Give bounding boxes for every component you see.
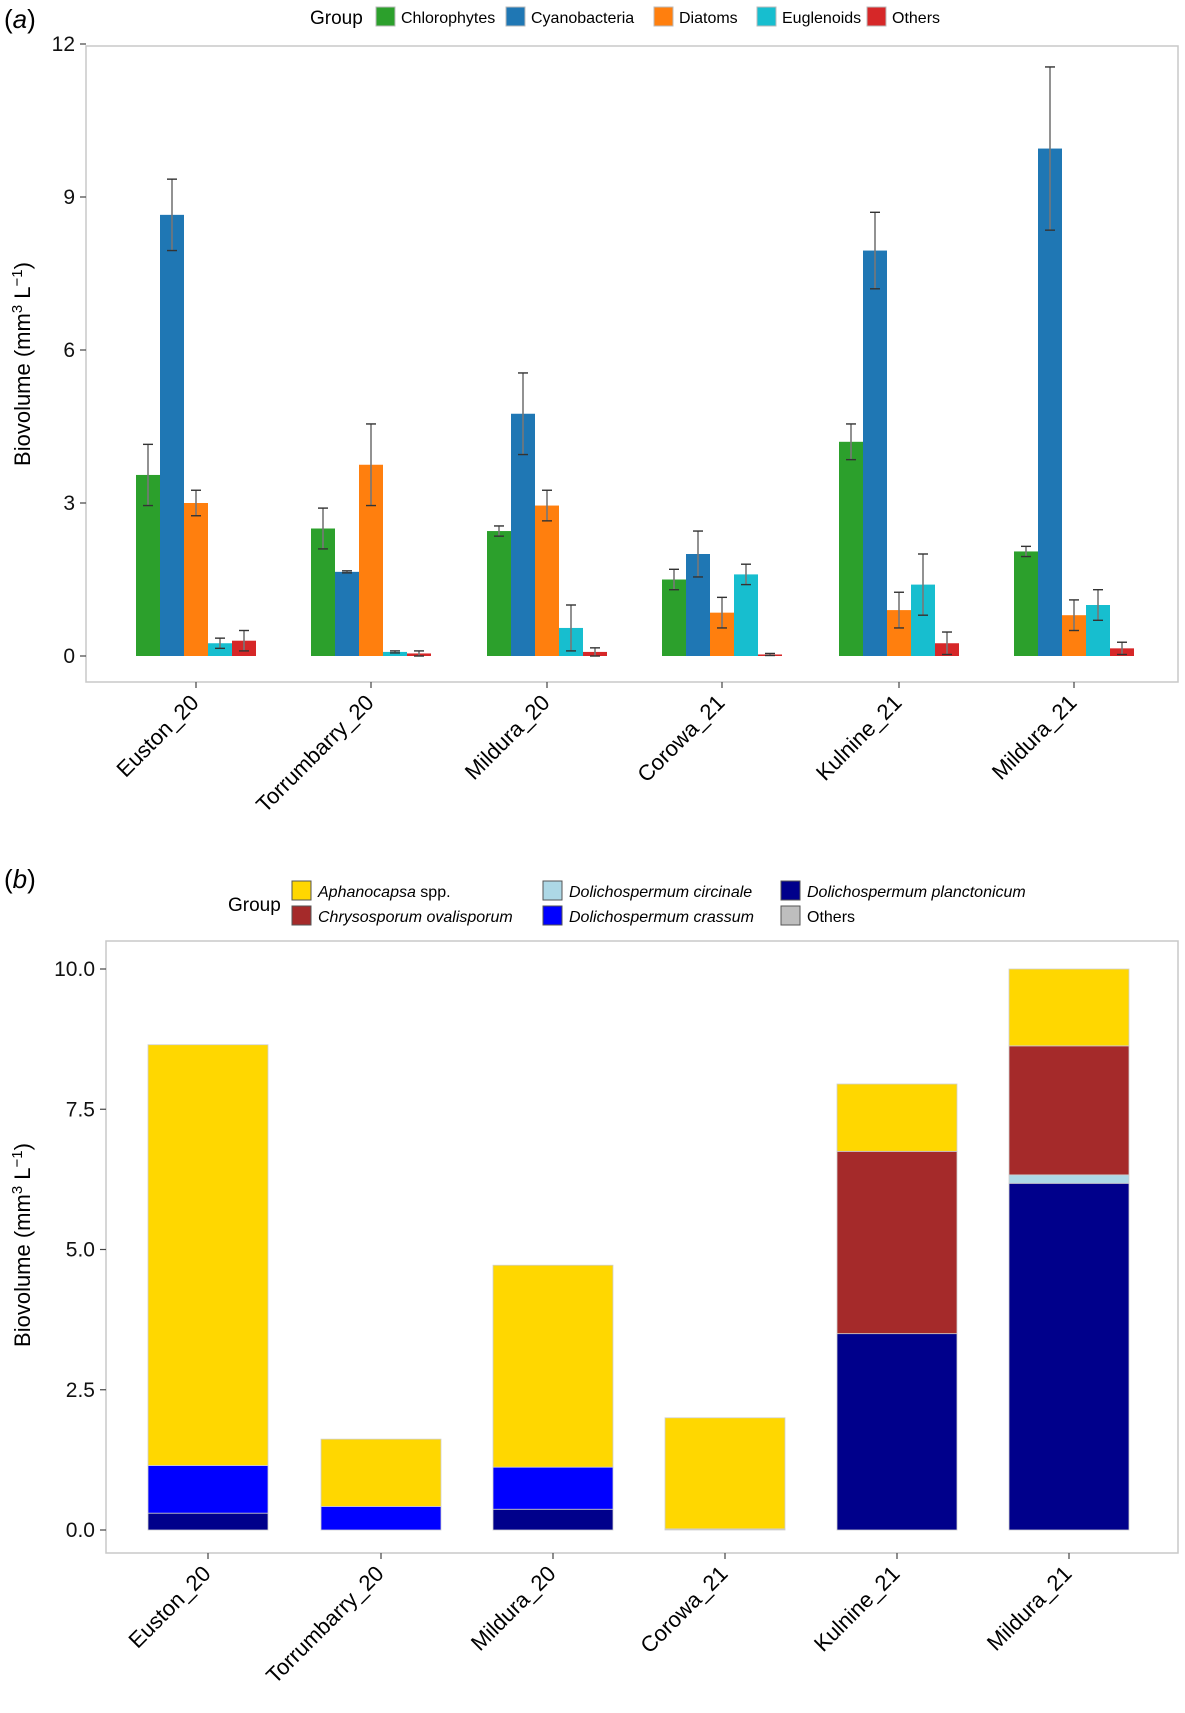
bar-a-corowa-21-chlorophytes xyxy=(662,579,686,656)
legend-a-swatch-chlorophytes xyxy=(375,6,396,27)
bar-b-euston-20-dolichospermum-crassum xyxy=(147,1465,269,1514)
legend-a-swatch-euglenoids xyxy=(756,6,777,27)
bar-b-kulnine-21-chrysosporum-ovalisporum xyxy=(836,1150,958,1335)
bar-b-euston-20-aphanocapsa-spp xyxy=(147,1044,269,1466)
ytick-label-a: 6 xyxy=(63,339,75,362)
legend-b-label-others: Others xyxy=(807,909,855,926)
legend-a-label-others: Others xyxy=(892,10,940,27)
category-b-mildura-21: Mildura_21 xyxy=(982,1561,1077,1656)
panel-a: (a) Group Chlorophytes Cyanobacteria Diato… xyxy=(4,4,1179,817)
ytick-label-a: 3 xyxy=(63,492,75,515)
panel-b: (b) Group Aphanocapsa spp. Chrysosporum o… xyxy=(4,864,1179,1688)
categories-a: Euston_20 Torrumbarry_20 Mildura_20 Corowa_… xyxy=(111,690,1081,817)
legend-b-swatch-dolichospermum-planctonicum xyxy=(780,880,801,901)
ylabel-b: Biovolume (mm3 L−1) xyxy=(9,1143,35,1347)
legend-a-label-euglenoids: Euglenoids xyxy=(782,10,861,27)
legend-b: Aphanocapsa spp. Chrysosporum ovalisporum… xyxy=(291,880,1026,926)
ytick-label-b: 2.5 xyxy=(66,1379,95,1402)
category-b-mildura-20: Mildura_20 xyxy=(466,1561,561,1656)
category-b-kulnine-21: Kulnine_21 xyxy=(809,1561,905,1657)
bar-a-euston-20-diatoms xyxy=(184,503,208,656)
ytick-label-b: 5.0 xyxy=(66,1239,95,1262)
bar-b-mildura-21-chrysosporum-ovalisporum xyxy=(1008,1045,1130,1176)
bar-a-torrumbarry-20-euglenoids xyxy=(383,651,407,656)
legend-b-label-dolichospermum-crassum: Dolichospermum crassum xyxy=(569,909,754,926)
legend-b-swatch-aphanocapsa xyxy=(291,880,312,901)
axis-b: 0.0 2.5 5.0 7.5 10.0 xyxy=(54,958,1070,1559)
legend-a-swatch-others xyxy=(866,6,887,27)
legend-b-label-chrysosporum-ovalisporum: Chrysosporum ovalisporum xyxy=(318,909,513,926)
bar-a-mildura-20-diatoms xyxy=(535,505,559,656)
bar-b-kulnine-21-aphanocapsa-spp xyxy=(836,1083,958,1152)
panel-a-label: (a) xyxy=(4,4,36,34)
bar-a-kulnine-21-cyanobacteria xyxy=(863,250,887,657)
bar-b-torrumbarry-20-dolichospermum-crassum xyxy=(320,1506,442,1531)
category-a-corowa-21: Corowa_21 xyxy=(632,690,729,787)
ytick-label-b: 7.5 xyxy=(66,1098,95,1121)
bar-b-torrumbarry-20-aphanocapsa-spp xyxy=(320,1438,442,1507)
legend-b-title: Group xyxy=(228,895,281,916)
bar-b-mildura-20-dolichospermum-crassum xyxy=(492,1466,614,1510)
legend-b-swatch-others xyxy=(780,905,801,926)
bar-a-kulnine-21-chlorophytes xyxy=(839,441,863,656)
panel-b-label: (b) xyxy=(4,864,36,894)
legend-a-title: Group xyxy=(310,8,363,29)
category-a-euston-20: Euston_20 xyxy=(111,690,203,782)
bars-b xyxy=(147,968,1130,1531)
bar-a-mildura-21-cyanobacteria xyxy=(1038,148,1062,657)
bar-a-torrumbarry-20-cyanobacteria xyxy=(335,571,359,656)
ytick-label-b: 10.0 xyxy=(54,958,95,981)
bar-a-corowa-21-euglenoids xyxy=(734,574,758,656)
ylabel-a: Biovolume (mm3 L−1) xyxy=(9,262,35,466)
ytick-label-a: 0 xyxy=(63,645,75,668)
legend-b-swatch-dolichospermum-crassum xyxy=(542,905,563,926)
bar-b-mildura-21-dolichospermum-planctonicum xyxy=(1008,1182,1130,1531)
legend-a-swatch-cyanobacteria xyxy=(505,6,526,27)
ytick-label-a: 12 xyxy=(52,33,75,56)
category-a-torrumbarry-20: Torrumbarry_20 xyxy=(251,690,378,817)
legend-a-label-cyanobacteria: Cyanobacteria xyxy=(531,10,634,27)
bar-b-kulnine-21-dolichospermum-planctonicum xyxy=(836,1333,958,1531)
ytick-label-b: 0.0 xyxy=(66,1519,95,1542)
bar-b-mildura-21-aphanocapsa-spp xyxy=(1008,968,1130,1047)
category-b-euston-20: Euston_20 xyxy=(123,1561,215,1653)
categories-b: Euston_20 Torrumbarry_20 Mildura_20 Corowa_… xyxy=(123,1561,1076,1688)
bar-a-euston-20-euglenoids xyxy=(208,643,232,656)
axis-a: 0 3 6 9 12 xyxy=(52,33,1075,688)
legend-a-label-diatoms: Diatoms xyxy=(679,10,738,27)
bar-b-mildura-20-dolichospermum-planctonicum xyxy=(492,1508,614,1531)
legend-b-swatch-chrysosporum-ovalisporum xyxy=(291,905,312,926)
category-a-kulnine-21: Kulnine_21 xyxy=(811,690,907,786)
legend-a-swatch-diatoms xyxy=(653,6,674,27)
plot-b-frame xyxy=(105,940,1179,1554)
category-a-mildura-20: Mildura_20 xyxy=(460,690,555,785)
legend-b-swatch-dolichospermum-circinale xyxy=(542,880,563,901)
bar-a-torrumbarry-20-chlorophytes xyxy=(311,528,335,656)
bar-b-corowa-21-aphanocapsa-spp xyxy=(664,1417,786,1530)
bars-a xyxy=(136,66,1134,657)
ytick-label-a: 9 xyxy=(63,186,75,209)
bar-a-mildura-20-chlorophytes xyxy=(487,531,511,656)
bar-b-mildura-21-dolichospermum-circinale xyxy=(1008,1174,1130,1184)
legend-a-label-chlorophytes: Chlorophytes xyxy=(401,10,495,27)
bar-b-mildura-20-aphanocapsa-spp xyxy=(492,1264,614,1468)
bar-a-euston-20-cyanobacteria xyxy=(160,214,184,656)
legend-b-label-dolichospermum-planctonicum: Dolichospermum planctonicum xyxy=(807,884,1026,901)
category-b-corowa-21: Corowa_21 xyxy=(635,1561,732,1658)
bar-b-euston-20-dolichospermum-planctonicum xyxy=(147,1512,269,1531)
legend-b-label-dolichospermum-circinale: Dolichospermum circinale xyxy=(569,884,752,901)
plot-a-frame xyxy=(85,45,1179,683)
bar-a-mildura-21-chlorophytes xyxy=(1014,551,1038,656)
category-a-mildura-21: Mildura_21 xyxy=(987,690,1082,785)
category-b-torrumbarry-20: Torrumbarry_20 xyxy=(261,1561,388,1688)
legend-b-label-aphanocapsa: Aphanocapsa spp. xyxy=(317,884,451,901)
legend-a: Chlorophytes Cyanobacteria Diatoms Euglenoi… xyxy=(375,6,940,27)
